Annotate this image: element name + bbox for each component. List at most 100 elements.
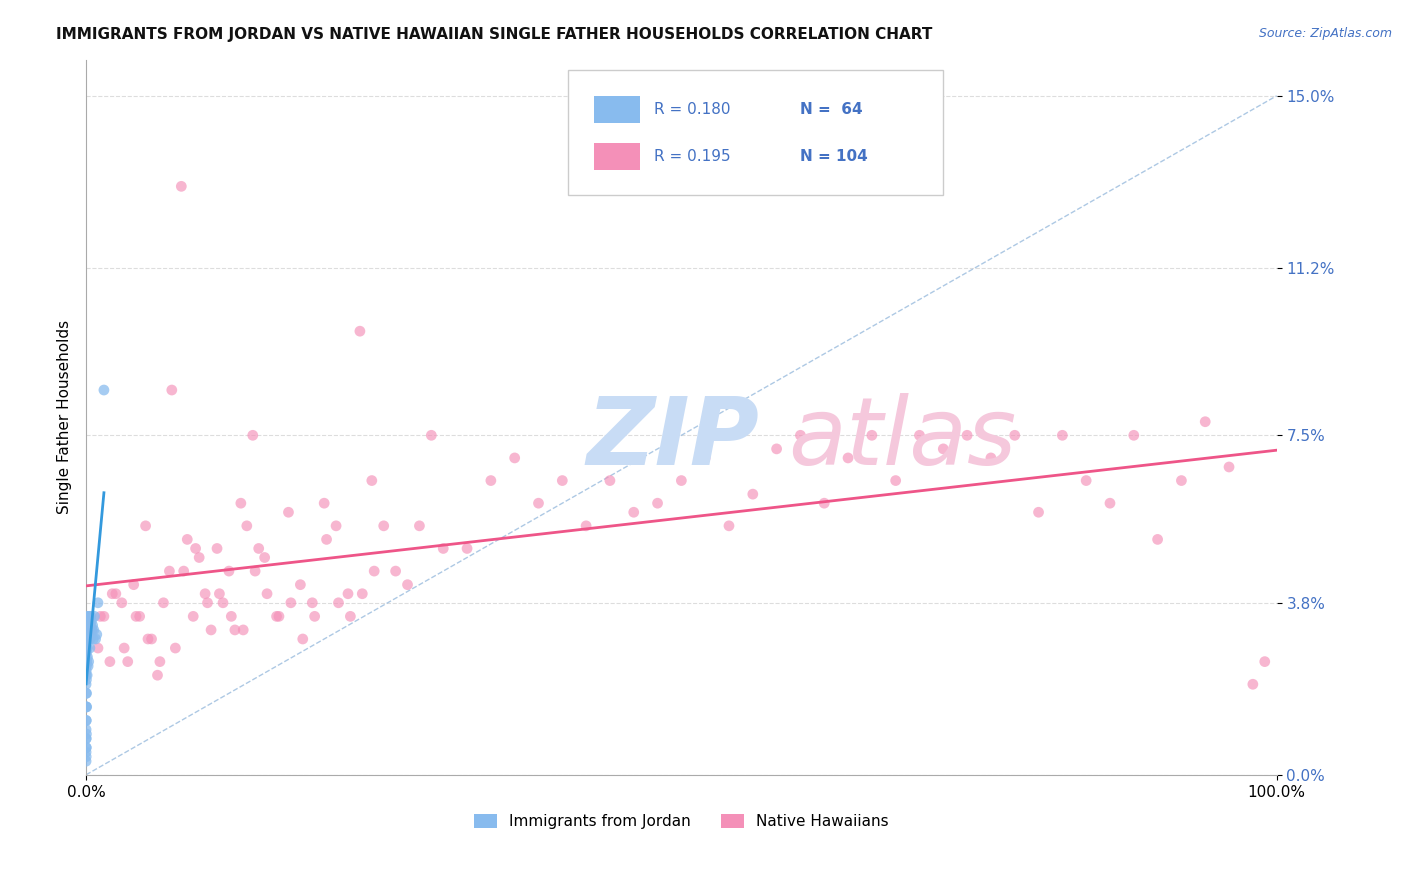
Point bbox=[77, 623, 100, 637]
Point bbox=[908, 428, 931, 442]
Point bbox=[75, 609, 97, 624]
Point bbox=[75, 723, 97, 737]
Point bbox=[243, 564, 266, 578]
Point bbox=[420, 428, 443, 442]
Point bbox=[112, 641, 135, 656]
Point bbox=[1194, 415, 1216, 429]
Point bbox=[170, 179, 193, 194]
Point bbox=[75, 632, 97, 646]
Legend: Immigrants from Jordan, Native Hawaiians: Immigrants from Jordan, Native Hawaiians bbox=[468, 808, 896, 835]
FancyBboxPatch shape bbox=[568, 70, 943, 195]
Point bbox=[1146, 533, 1168, 547]
Point bbox=[93, 609, 115, 624]
Text: ZIP: ZIP bbox=[586, 392, 759, 484]
Point bbox=[291, 632, 314, 646]
Point bbox=[75, 686, 97, 700]
Point bbox=[765, 442, 787, 456]
Point bbox=[75, 740, 97, 755]
Point bbox=[242, 428, 264, 442]
Point bbox=[75, 714, 97, 728]
Point bbox=[456, 541, 478, 556]
Point bbox=[152, 596, 174, 610]
Point bbox=[76, 627, 98, 641]
Text: Source: ZipAtlas.com: Source: ZipAtlas.com bbox=[1258, 27, 1392, 40]
Point bbox=[360, 474, 382, 488]
Text: N =  64: N = 64 bbox=[800, 103, 863, 117]
Point bbox=[551, 474, 574, 488]
Point bbox=[75, 659, 97, 673]
Point bbox=[337, 587, 360, 601]
Point bbox=[82, 618, 104, 632]
Text: N = 104: N = 104 bbox=[800, 149, 868, 163]
Point bbox=[117, 655, 139, 669]
Point bbox=[1170, 474, 1192, 488]
Point bbox=[77, 659, 100, 673]
Text: atlas: atlas bbox=[789, 393, 1017, 484]
FancyBboxPatch shape bbox=[595, 96, 640, 123]
Point bbox=[575, 518, 598, 533]
Point bbox=[363, 564, 385, 578]
Point bbox=[75, 627, 97, 641]
Point bbox=[76, 641, 98, 656]
Point bbox=[75, 632, 97, 646]
Point bbox=[1028, 505, 1050, 519]
Point bbox=[188, 550, 211, 565]
Point bbox=[301, 596, 323, 610]
Point bbox=[122, 577, 145, 591]
Point bbox=[980, 450, 1002, 465]
Point bbox=[212, 596, 235, 610]
Point bbox=[157, 564, 180, 578]
Point bbox=[160, 383, 183, 397]
Point bbox=[75, 664, 97, 678]
Point bbox=[93, 383, 115, 397]
Point bbox=[141, 632, 163, 646]
Point bbox=[75, 673, 97, 687]
Point bbox=[128, 609, 150, 624]
Point bbox=[98, 655, 121, 669]
Point bbox=[837, 450, 859, 465]
Point bbox=[77, 618, 100, 632]
Point bbox=[527, 496, 550, 510]
Point bbox=[256, 587, 278, 601]
Point bbox=[932, 442, 955, 456]
Point bbox=[86, 627, 108, 641]
Point bbox=[76, 650, 98, 665]
Point bbox=[77, 655, 100, 669]
Point bbox=[87, 641, 110, 656]
Point bbox=[135, 518, 157, 533]
Point bbox=[200, 623, 222, 637]
Point bbox=[75, 650, 97, 665]
Point bbox=[80, 623, 103, 637]
Point bbox=[79, 641, 101, 656]
Point bbox=[76, 646, 98, 660]
Point bbox=[75, 727, 97, 741]
Point bbox=[184, 541, 207, 556]
Point bbox=[79, 618, 101, 632]
Point bbox=[236, 518, 259, 533]
Point bbox=[304, 609, 326, 624]
Point bbox=[229, 496, 252, 510]
Point bbox=[741, 487, 763, 501]
Point bbox=[328, 596, 350, 610]
Point bbox=[75, 740, 97, 755]
Point bbox=[1122, 428, 1144, 442]
Point bbox=[789, 428, 811, 442]
Point bbox=[205, 541, 228, 556]
Text: R = 0.195: R = 0.195 bbox=[654, 149, 731, 163]
Point bbox=[349, 324, 371, 338]
Point bbox=[813, 496, 835, 510]
Point bbox=[1004, 428, 1026, 442]
Point bbox=[75, 641, 97, 656]
Point bbox=[232, 623, 254, 637]
Point bbox=[136, 632, 159, 646]
Y-axis label: Single Father Households: Single Father Households bbox=[58, 320, 72, 515]
Point bbox=[75, 745, 97, 759]
Point bbox=[266, 609, 288, 624]
Point bbox=[79, 609, 101, 624]
Point bbox=[75, 731, 97, 746]
Point bbox=[280, 596, 302, 610]
Point bbox=[717, 518, 740, 533]
Text: IMMIGRANTS FROM JORDAN VS NATIVE HAWAIIAN SINGLE FATHER HOUSEHOLDS CORRELATION C: IMMIGRANTS FROM JORDAN VS NATIVE HAWAIIA… bbox=[56, 27, 932, 42]
Point bbox=[290, 577, 312, 591]
Point bbox=[87, 596, 110, 610]
